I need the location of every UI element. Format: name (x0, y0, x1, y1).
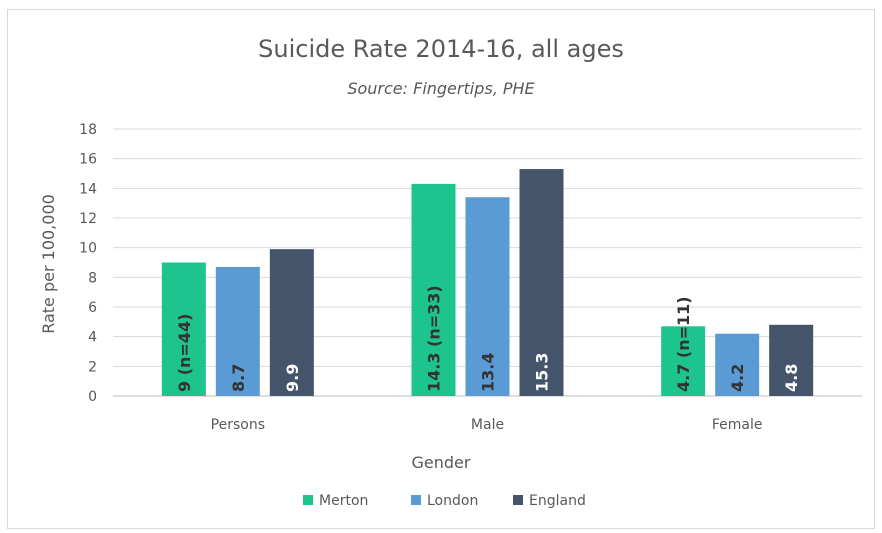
bar-merton-female (661, 326, 706, 396)
bar-london-male (465, 197, 510, 396)
y-axis-title: Rate per 100,000 (39, 194, 58, 334)
y-tick-label: 12 (79, 211, 97, 227)
y-axis-ticks: 0 2 4 6 8 10 12 14 16 18 (79, 122, 97, 405)
bar-london-persons (215, 266, 260, 396)
x-tick-label: Persons (211, 417, 265, 433)
y-tick-label: 0 (88, 389, 97, 405)
bars: 9 (n=44) 8.7 9.9 14.3 (n=33) 13.4 15.3 4.7 (n=… (161, 169, 814, 396)
data-label: 4.2 (728, 364, 747, 392)
legend-swatch-london (411, 495, 421, 505)
bar-london-female (715, 333, 760, 396)
y-tick-label: 10 (79, 241, 97, 257)
bar-england-male (519, 169, 564, 396)
data-label: 13.4 (479, 353, 498, 392)
legend-swatch-england (513, 495, 523, 505)
y-tick-label: 14 (79, 181, 97, 197)
data-label: 15.3 (533, 353, 552, 392)
bar-merton-persons (161, 262, 206, 396)
data-label: 9.9 (283, 364, 302, 392)
chart-subtitle: Source: Fingertips, PHE (347, 79, 535, 98)
legend-label-england: England (529, 493, 586, 509)
data-label: 4.8 (782, 364, 801, 392)
y-tick-label: 8 (88, 270, 97, 286)
data-label: 4.7 (n=11) (674, 296, 693, 392)
data-label: 9 (n=44) (175, 314, 194, 392)
x-tick-label: Male (471, 417, 504, 433)
legend-label-london: London (427, 493, 478, 509)
y-tick-label: 16 (79, 152, 97, 168)
y-tick-label: 2 (88, 359, 97, 375)
legend-swatch-merton (303, 495, 313, 505)
data-label: 14.3 (n=33) (425, 285, 444, 392)
x-tick-label: Female (712, 417, 763, 433)
x-axis-ticks: Persons Male Female (211, 417, 763, 433)
bar-england-persons (269, 249, 314, 396)
x-axis-title: Gender (412, 453, 471, 472)
legend: Merton London England (303, 493, 586, 509)
bar-merton-male (411, 183, 456, 396)
y-tick-label: 18 (79, 122, 97, 138)
legend-label-merton: Merton (319, 493, 368, 509)
y-tick-label: 6 (88, 300, 97, 316)
data-label: 8.7 (229, 364, 248, 392)
bar-england-female (769, 324, 814, 396)
chart-title: Suicide Rate 2014-16, all ages (258, 35, 624, 63)
y-tick-label: 4 (88, 330, 97, 346)
